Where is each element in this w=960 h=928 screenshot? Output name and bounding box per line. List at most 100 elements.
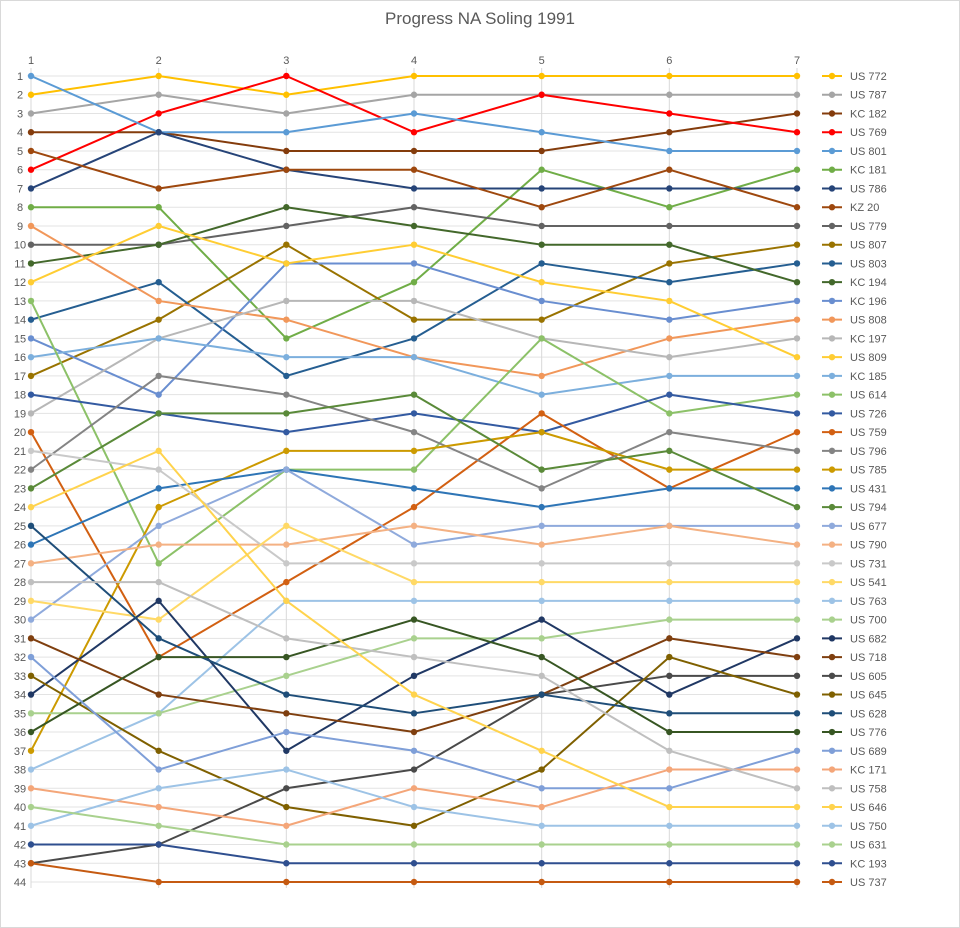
legend-label: US 682 — [850, 633, 887, 645]
data-point — [538, 185, 545, 192]
data-point — [283, 466, 290, 473]
data-point — [538, 860, 545, 867]
data-point — [27, 410, 35, 417]
data-point — [155, 766, 162, 773]
data-point — [793, 653, 801, 661]
data-point — [27, 635, 35, 642]
data-point — [283, 878, 290, 886]
legend-label: KZ 20 — [850, 202, 879, 214]
data-point — [283, 747, 290, 754]
data-point — [666, 110, 673, 117]
data-point — [538, 260, 545, 267]
x-tick-label: 7 — [794, 55, 800, 67]
data-point — [793, 91, 801, 98]
data-point — [155, 785, 162, 792]
data-point — [666, 278, 673, 286]
data-point — [410, 672, 418, 680]
data-point — [793, 635, 801, 642]
legend-marker — [828, 878, 836, 886]
y-tick-label: 9 — [17, 221, 23, 233]
data-point — [410, 204, 418, 211]
data-point — [283, 672, 290, 680]
data-point — [283, 728, 290, 736]
legend-marker — [828, 485, 836, 492]
x-tick-label: 6 — [666, 55, 672, 67]
data-point — [410, 485, 418, 492]
data-point — [155, 635, 162, 642]
legend-label: US 646 — [850, 802, 887, 814]
data-point — [410, 72, 418, 80]
data-point — [410, 316, 418, 323]
data-point — [410, 878, 418, 886]
data-point — [793, 597, 801, 605]
data-point — [410, 278, 418, 286]
data-point — [283, 260, 290, 267]
data-point — [27, 653, 35, 661]
data-point — [666, 578, 673, 586]
legend-label: US 677 — [850, 521, 887, 533]
data-point — [283, 803, 290, 811]
data-point — [666, 485, 673, 492]
legend-label: US 700 — [850, 615, 887, 627]
data-point — [666, 766, 673, 773]
data-point — [666, 803, 673, 811]
data-point — [283, 204, 290, 211]
data-point — [155, 878, 162, 886]
data-point — [793, 560, 801, 567]
data-point — [538, 91, 545, 98]
legend-label: US 726 — [850, 408, 887, 420]
data-point — [410, 860, 418, 867]
legend-marker — [828, 204, 836, 211]
data-point — [666, 316, 673, 323]
legend-marker — [828, 316, 836, 323]
data-point — [793, 672, 801, 680]
y-tick-label: 41 — [14, 821, 26, 833]
data-point — [666, 822, 673, 829]
data-point — [410, 728, 418, 736]
data-point — [538, 316, 545, 323]
y-tick-label: 23 — [14, 483, 26, 495]
legend-marker — [828, 278, 836, 286]
legend-label: US 759 — [850, 427, 887, 439]
x-tick-label: 1 — [28, 55, 34, 67]
y-tick-label: 10 — [14, 240, 26, 252]
y-tick-label: 20 — [14, 427, 26, 439]
data-point — [27, 297, 35, 305]
legend-marker — [828, 372, 836, 380]
data-point — [283, 353, 290, 361]
legend-marker — [828, 785, 836, 792]
data-point — [538, 485, 545, 492]
data-point — [27, 597, 35, 605]
legend-label: US 605 — [850, 671, 887, 683]
y-tick-label: 18 — [14, 390, 26, 402]
data-point — [410, 241, 418, 248]
legend-label: US 772 — [850, 71, 887, 83]
y-tick-label: 31 — [14, 633, 26, 645]
data-point — [410, 691, 418, 698]
legend-label: KC 196 — [850, 296, 887, 308]
data-point — [410, 91, 418, 98]
data-point — [410, 297, 418, 305]
data-point — [666, 372, 673, 380]
data-point — [155, 710, 162, 717]
data-point — [666, 335, 673, 342]
data-point — [793, 803, 801, 811]
y-tick-label: 25 — [14, 521, 26, 533]
legend-marker — [828, 747, 836, 754]
data-point — [538, 410, 545, 417]
legend-label: US 787 — [850, 90, 887, 102]
legend-marker — [828, 597, 836, 605]
legend-label: US 807 — [850, 240, 887, 252]
y-tick-label: 39 — [14, 783, 26, 795]
legend-marker — [828, 653, 836, 661]
data-point — [793, 110, 801, 117]
data-point — [155, 747, 162, 754]
y-tick-label: 7 — [17, 183, 23, 195]
data-point — [793, 841, 801, 848]
data-point — [666, 353, 673, 361]
data-point — [283, 447, 290, 455]
legend-label: US 809 — [850, 352, 887, 364]
data-point — [283, 560, 290, 567]
data-point — [155, 653, 162, 661]
data-point — [538, 278, 545, 286]
